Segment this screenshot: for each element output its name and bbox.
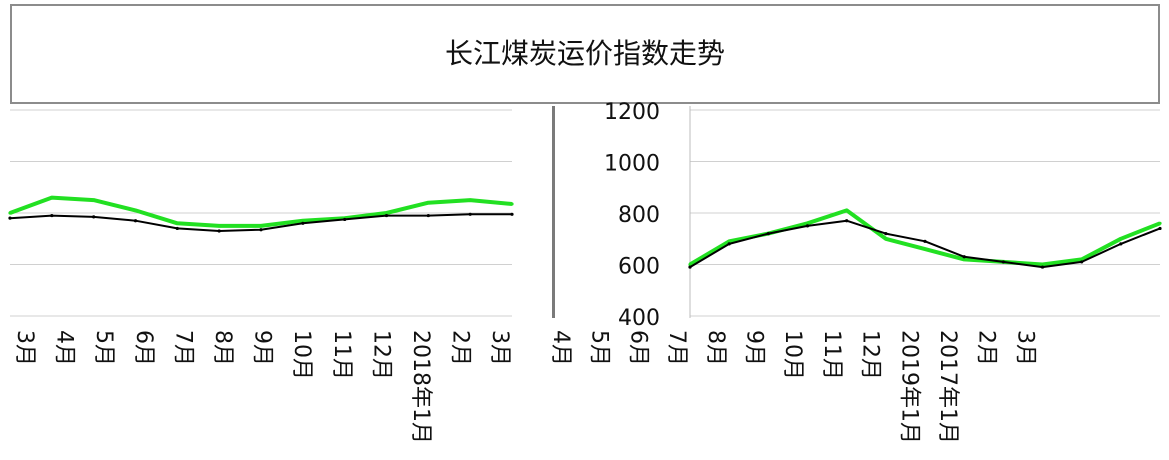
data-point-0-0-1 [50,195,54,200]
data-point-0-0-10 [426,201,430,205]
data-point-0-1-6 [259,228,263,232]
y-tick-label: 400 [618,306,660,331]
data-point-1-0-0 [688,262,692,267]
x-tick-label: 12月 [858,330,883,380]
x-tick-label: 2018年1月 [408,330,433,444]
data-point-0-0-11 [468,198,472,202]
x-tick-label: 5月 [91,330,116,366]
data-point-0-0-9 [384,211,389,215]
data-point-1-1-9 [1040,265,1045,269]
data-point-0-1-1 [50,213,54,218]
data-point-0-1-3 [133,219,138,223]
data-point-0-0-4 [175,221,179,225]
y-tick-label: 1200 [604,100,660,125]
data-point-1-1-10 [1080,260,1084,264]
data-point-1-0-12 [1158,221,1162,225]
x-tick-label: 9月 [250,330,275,366]
data-point-0-1-4 [175,226,179,231]
data-point-1-1-6 [923,239,927,243]
x-tick-label: 3月 [487,330,512,366]
data-point-1-1-11 [1119,242,1123,246]
x-tick-label: 9月 [742,330,767,366]
data-point-0-0-5 [217,224,221,228]
data-point-1-0-7 [962,257,966,261]
data-point-1-1-8 [1001,260,1005,264]
x-tick-label: 7月 [664,330,689,366]
data-point-0-1-9 [384,213,389,218]
data-point-0-1-7 [301,221,305,225]
x-tick-label: 10月 [780,330,805,380]
data-point-0-1-5 [217,229,221,233]
data-point-0-1-2 [92,215,96,219]
x-tick-label: 6月 [625,330,650,366]
data-point-1-0-4 [845,208,849,213]
data-point-0-1-10 [426,213,430,218]
data-point-0-0-3 [133,208,138,213]
chart-title: 长江煤炭运价指数走势 [444,37,725,70]
data-point-1-1-0 [688,265,692,269]
data-point-1-1-1 [727,242,731,246]
data-point-0-0-12 [510,202,514,206]
x-tick-label: 2019年1月 [896,330,921,444]
x-tick-label: 4月 [548,330,573,366]
x-tick-label: 7月 [170,330,195,366]
y-tick-label: 1000 [604,152,660,177]
panel-divider [552,106,555,318]
chart-title-box: 长江煤炭运价指数走势 [10,4,1160,104]
axis-layer: 400 600 800 1000 1200 3月 4月 5月 6月 7月 8月 9月 10月 11月 12月… [12,100,1037,444]
data-point-1-0-9 [1040,262,1045,267]
data-point-1-0-1 [727,239,731,243]
x-tick-label: 2月 [448,330,473,366]
data-point-1-1-2 [766,232,770,236]
data-point-1-1-5 [884,232,888,236]
data-point-0-1-11 [468,212,472,216]
data-point-0-0-7 [301,219,305,223]
x-tick-label: 11月 [819,330,844,380]
series-line-1-1 [689,219,1161,269]
x-tick-label: 3月 [1012,330,1037,366]
x-tick-label: 6月 [131,330,156,366]
x-tick-label: 2月 [974,330,999,366]
data-point-0-1-12 [510,212,514,216]
data-point-0-0-2 [92,198,96,202]
data-point-1-0-3 [805,221,810,225]
y-tick-label: 600 [618,255,660,280]
x-tick-label: 8月 [703,330,728,366]
data-point-1-0-5 [884,237,888,241]
data-point-1-1-3 [805,224,810,228]
series-line-0-0 [9,195,513,228]
data-point-1-1-7 [962,255,966,259]
x-tick-label: 3月 [12,330,37,366]
data-point-1-1-12 [1158,226,1162,231]
x-tick-label: 2017年1月 [935,330,960,444]
data-point-0-1-0 [8,216,12,220]
data-point-1-0-6 [923,247,927,251]
data-point-1-0-11 [1119,237,1123,241]
data-point-1-1-4 [845,219,849,223]
y-tick-label: 800 [618,203,660,228]
data-point-0-1-8 [343,217,347,222]
plot-layer [8,106,1162,318]
data-point-0-0-6 [259,224,263,228]
x-tick-label: 4月 [52,330,77,366]
x-tick-label: 5月 [587,330,612,366]
x-tick-label: 12月 [368,330,393,380]
data-point-0-0-0 [8,211,12,215]
data-point-1-0-10 [1080,257,1084,261]
series-line-1-0 [688,208,1161,267]
x-tick-label: 11月 [329,330,354,380]
x-tick-label: 8月 [210,330,235,366]
x-tick-label: 10月 [289,330,314,380]
